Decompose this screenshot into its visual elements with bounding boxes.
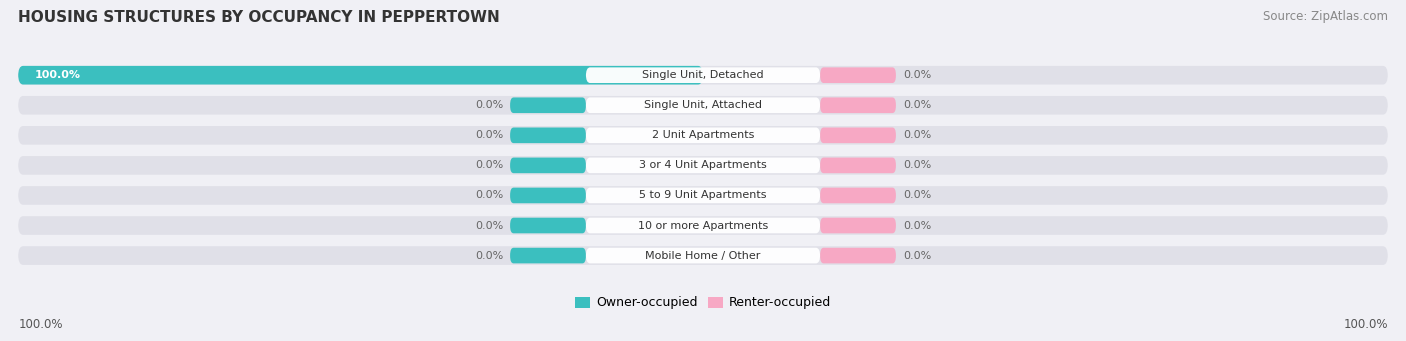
Text: HOUSING STRUCTURES BY OCCUPANCY IN PEPPERTOWN: HOUSING STRUCTURES BY OCCUPANCY IN PEPPE…: [18, 10, 501, 25]
FancyBboxPatch shape: [510, 128, 586, 143]
Legend: Owner-occupied, Renter-occupied: Owner-occupied, Renter-occupied: [569, 292, 837, 314]
FancyBboxPatch shape: [18, 216, 1388, 235]
Text: 0.0%: 0.0%: [475, 100, 503, 110]
Text: Single Unit, Attached: Single Unit, Attached: [644, 100, 762, 110]
FancyBboxPatch shape: [510, 188, 586, 203]
FancyBboxPatch shape: [18, 156, 1388, 175]
Text: 5 to 9 Unit Apartments: 5 to 9 Unit Apartments: [640, 190, 766, 201]
Text: 0.0%: 0.0%: [903, 221, 931, 231]
FancyBboxPatch shape: [18, 66, 703, 85]
FancyBboxPatch shape: [510, 98, 586, 113]
FancyBboxPatch shape: [586, 158, 820, 173]
FancyBboxPatch shape: [820, 218, 896, 233]
Text: 100.0%: 100.0%: [35, 70, 80, 80]
FancyBboxPatch shape: [586, 218, 820, 233]
FancyBboxPatch shape: [586, 98, 820, 113]
Text: 2 Unit Apartments: 2 Unit Apartments: [652, 130, 754, 140]
FancyBboxPatch shape: [18, 66, 1388, 85]
FancyBboxPatch shape: [586, 128, 820, 143]
FancyBboxPatch shape: [820, 98, 896, 113]
Text: Source: ZipAtlas.com: Source: ZipAtlas.com: [1263, 10, 1388, 23]
FancyBboxPatch shape: [820, 188, 896, 203]
Text: 100.0%: 100.0%: [1343, 318, 1388, 331]
FancyBboxPatch shape: [586, 188, 820, 203]
Text: 0.0%: 0.0%: [475, 221, 503, 231]
FancyBboxPatch shape: [510, 158, 586, 173]
Text: 0.0%: 0.0%: [903, 70, 931, 80]
Text: 0.0%: 0.0%: [903, 190, 931, 201]
Text: Single Unit, Detached: Single Unit, Detached: [643, 70, 763, 80]
Text: Mobile Home / Other: Mobile Home / Other: [645, 251, 761, 261]
FancyBboxPatch shape: [586, 248, 820, 263]
FancyBboxPatch shape: [820, 158, 896, 173]
FancyBboxPatch shape: [18, 246, 1388, 265]
FancyBboxPatch shape: [820, 248, 896, 263]
FancyBboxPatch shape: [820, 68, 896, 83]
FancyBboxPatch shape: [18, 96, 1388, 115]
FancyBboxPatch shape: [18, 186, 1388, 205]
FancyBboxPatch shape: [820, 128, 896, 143]
Text: 100.0%: 100.0%: [18, 318, 63, 331]
Text: 3 or 4 Unit Apartments: 3 or 4 Unit Apartments: [640, 160, 766, 170]
Text: 0.0%: 0.0%: [903, 251, 931, 261]
Text: 0.0%: 0.0%: [903, 100, 931, 110]
Text: 0.0%: 0.0%: [903, 130, 931, 140]
Text: 10 or more Apartments: 10 or more Apartments: [638, 221, 768, 231]
Text: 0.0%: 0.0%: [475, 130, 503, 140]
Text: 0.0%: 0.0%: [475, 190, 503, 201]
Text: 0.0%: 0.0%: [475, 251, 503, 261]
FancyBboxPatch shape: [586, 68, 820, 83]
FancyBboxPatch shape: [510, 248, 586, 263]
Text: 0.0%: 0.0%: [903, 160, 931, 170]
FancyBboxPatch shape: [18, 126, 1388, 145]
FancyBboxPatch shape: [510, 68, 586, 83]
Text: 0.0%: 0.0%: [475, 160, 503, 170]
FancyBboxPatch shape: [510, 218, 586, 233]
